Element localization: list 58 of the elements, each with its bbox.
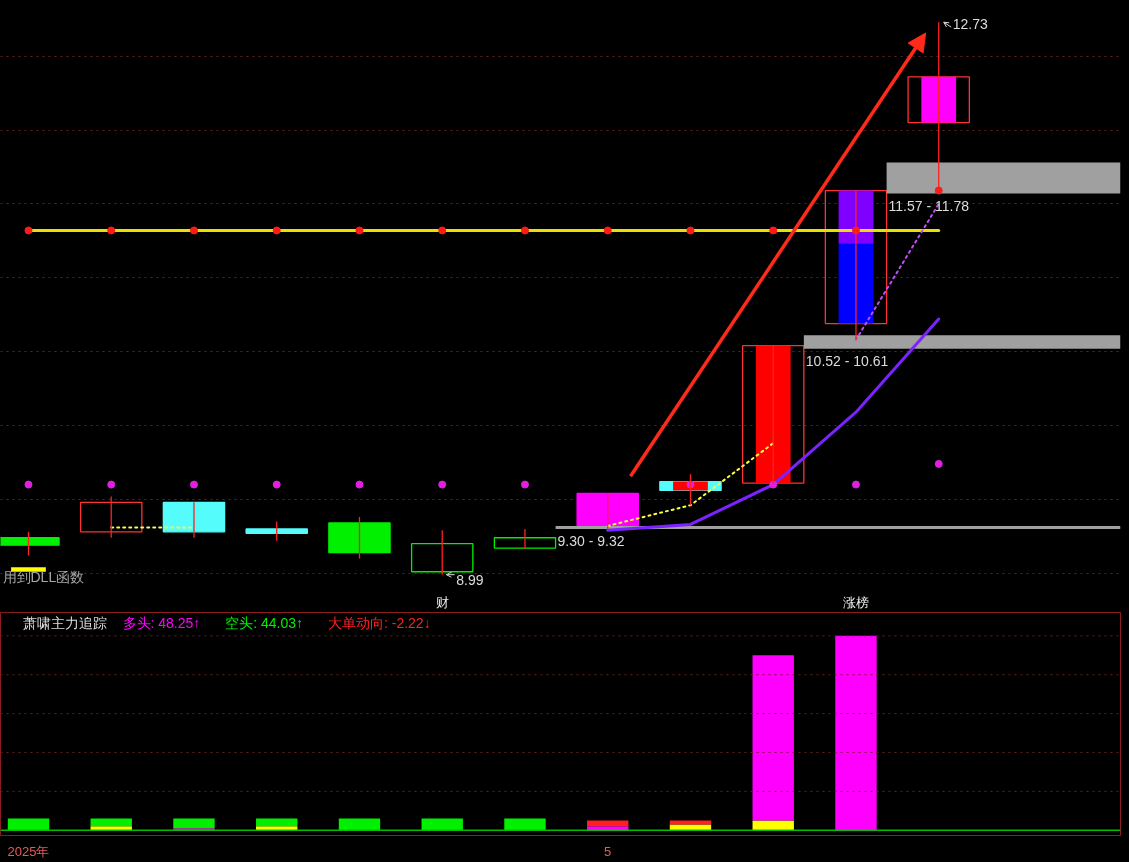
point <box>520 226 529 235</box>
text: 大单动向: -2.22↓ <box>327 614 431 631</box>
point <box>934 459 943 468</box>
bar <box>587 826 629 831</box>
bar <box>669 824 712 831</box>
bar <box>421 818 463 831</box>
bar <box>838 243 874 324</box>
bar <box>752 820 794 831</box>
candlestick <box>576 492 639 530</box>
point <box>603 226 612 235</box>
candlestick <box>824 189 888 341</box>
point <box>189 226 198 235</box>
x-tick-label: 财 <box>435 594 449 610</box>
annotation: 用到DLL函数 <box>2 568 85 585</box>
bar <box>338 818 381 831</box>
bar <box>11 567 46 572</box>
bar <box>755 345 791 484</box>
point <box>24 226 33 235</box>
point <box>520 480 529 489</box>
point <box>189 480 198 489</box>
point <box>24 480 33 489</box>
x-tick-label: 涨榜 <box>842 594 869 610</box>
point <box>438 480 447 489</box>
bar <box>504 818 546 831</box>
annotation: 12.73 <box>952 16 989 33</box>
chart-title: 萧啸主力追踪 <box>22 614 107 631</box>
band-label: 9.30 - 9.32 <box>557 532 625 549</box>
text: 空头: 44.03↑ <box>225 614 304 631</box>
bar <box>90 826 132 831</box>
point <box>107 226 116 235</box>
point <box>272 480 281 489</box>
point <box>769 480 778 489</box>
bar <box>835 635 877 831</box>
point <box>355 226 364 235</box>
annotation: 8.99 <box>456 571 484 588</box>
bar <box>173 818 215 829</box>
candlestick <box>79 495 143 539</box>
candlestick <box>162 501 226 539</box>
text: 多头: 48.25↑ <box>122 614 201 631</box>
bar <box>921 76 957 123</box>
point <box>355 480 364 489</box>
bar <box>7 818 50 831</box>
point <box>851 480 860 489</box>
point <box>272 226 281 235</box>
x-tick-label: 2025年 <box>7 843 50 859</box>
point <box>438 226 447 235</box>
point <box>934 186 943 195</box>
x-tick-label: 5 <box>604 843 612 859</box>
point <box>107 480 116 489</box>
band-label: 11.57 - 11.78 <box>888 197 970 214</box>
candlestick <box>493 528 557 551</box>
point <box>686 226 695 235</box>
candlestick <box>328 516 391 560</box>
point <box>769 226 778 235</box>
candlestick <box>245 520 308 542</box>
bar <box>256 826 298 831</box>
bar <box>752 655 794 821</box>
band-label: 10.52 - 10.61 <box>805 352 889 369</box>
